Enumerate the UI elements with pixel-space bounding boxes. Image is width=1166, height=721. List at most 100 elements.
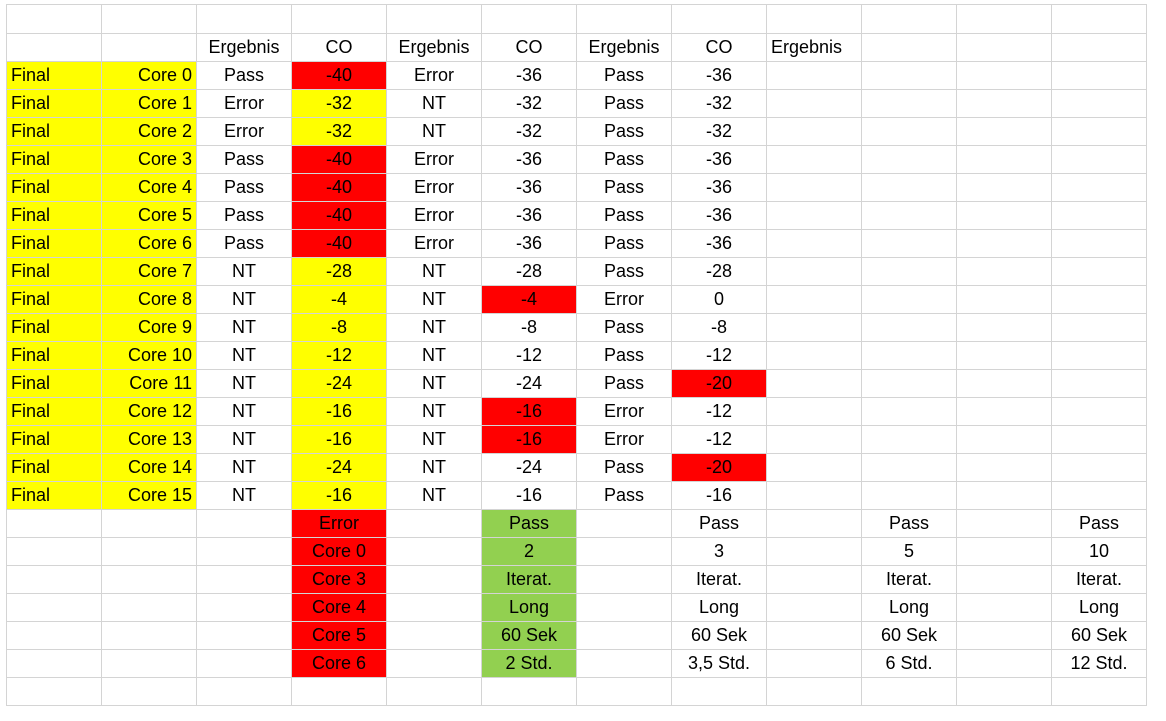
sheet-cell[interactable]: [101, 621, 197, 650]
sheet-cell[interactable]: [1051, 33, 1147, 62]
sheet-cell[interactable]: Core 9: [101, 313, 197, 342]
sheet-cell[interactable]: [766, 677, 862, 706]
sheet-cell[interactable]: [956, 89, 1052, 118]
sheet-cell[interactable]: -16: [481, 425, 577, 454]
sheet-cell[interactable]: -40: [291, 201, 387, 230]
sheet-cell[interactable]: Pass: [1051, 509, 1147, 538]
sheet-cell[interactable]: [766, 117, 862, 146]
sheet-cell[interactable]: -12: [671, 341, 767, 370]
sheet-cell[interactable]: [956, 453, 1052, 482]
sheet-cell[interactable]: Core 6: [101, 229, 197, 258]
sheet-cell[interactable]: NT: [196, 313, 292, 342]
sheet-cell[interactable]: [766, 173, 862, 202]
sheet-cell[interactable]: Final: [6, 173, 102, 202]
sheet-cell[interactable]: [6, 4, 102, 34]
sheet-cell[interactable]: [101, 537, 197, 566]
sheet-cell[interactable]: [861, 145, 957, 174]
sheet-cell[interactable]: -20: [671, 453, 767, 482]
sheet-cell[interactable]: [6, 593, 102, 622]
sheet-cell[interactable]: -16: [481, 481, 577, 510]
sheet-cell[interactable]: [766, 537, 862, 566]
sheet-cell[interactable]: [6, 33, 102, 62]
sheet-cell[interactable]: Error: [386, 145, 482, 174]
sheet-cell[interactable]: Final: [6, 453, 102, 482]
sheet-cell[interactable]: [671, 677, 767, 706]
sheet-cell[interactable]: [196, 621, 292, 650]
sheet-cell[interactable]: -4: [291, 285, 387, 314]
sheet-cell[interactable]: [956, 425, 1052, 454]
sheet-cell[interactable]: Pass: [576, 341, 672, 370]
sheet-cell[interactable]: [101, 33, 197, 62]
sheet-cell[interactable]: [861, 481, 957, 510]
sheet-cell[interactable]: Iterat.: [1051, 565, 1147, 594]
sheet-cell[interactable]: 3: [671, 537, 767, 566]
sheet-cell[interactable]: Core 15: [101, 481, 197, 510]
sheet-cell[interactable]: 60 Sek: [1051, 621, 1147, 650]
sheet-cell[interactable]: -20: [671, 369, 767, 398]
sheet-cell[interactable]: NT: [386, 341, 482, 370]
sheet-cell[interactable]: [196, 509, 292, 538]
sheet-cell[interactable]: 5: [861, 537, 957, 566]
sheet-cell[interactable]: Core 4: [101, 173, 197, 202]
sheet-cell[interactable]: [956, 117, 1052, 146]
sheet-cell[interactable]: [481, 677, 577, 706]
sheet-cell[interactable]: [956, 341, 1052, 370]
sheet-cell[interactable]: [576, 593, 672, 622]
sheet-cell[interactable]: Error: [386, 229, 482, 258]
sheet-cell[interactable]: [956, 649, 1052, 678]
sheet-cell[interactable]: Error: [291, 509, 387, 538]
sheet-cell[interactable]: Iterat.: [481, 565, 577, 594]
sheet-cell[interactable]: [6, 537, 102, 566]
sheet-cell[interactable]: NT: [196, 341, 292, 370]
sheet-cell[interactable]: Error: [576, 397, 672, 426]
sheet-cell[interactable]: -36: [481, 145, 577, 174]
sheet-cell[interactable]: [576, 537, 672, 566]
sheet-cell[interactable]: [766, 341, 862, 370]
sheet-cell[interactable]: [1051, 285, 1147, 314]
sheet-cell[interactable]: [576, 509, 672, 538]
sheet-cell[interactable]: Pass: [576, 481, 672, 510]
sheet-cell[interactable]: NT: [386, 397, 482, 426]
sheet-cell[interactable]: Long: [861, 593, 957, 622]
sheet-cell[interactable]: Pass: [576, 313, 672, 342]
sheet-cell[interactable]: 6 Std.: [861, 649, 957, 678]
sheet-cell[interactable]: Core 11: [101, 369, 197, 398]
sheet-cell[interactable]: NT: [386, 257, 482, 286]
sheet-cell[interactable]: Pass: [576, 257, 672, 286]
sheet-cell[interactable]: [861, 4, 957, 34]
sheet-cell[interactable]: Core 3: [101, 145, 197, 174]
sheet-cell[interactable]: Final: [6, 257, 102, 286]
sheet-cell[interactable]: [956, 145, 1052, 174]
sheet-cell[interactable]: Final: [6, 285, 102, 314]
sheet-cell[interactable]: [766, 201, 862, 230]
sheet-cell[interactable]: Iterat.: [861, 565, 957, 594]
sheet-cell[interactable]: [1051, 453, 1147, 482]
sheet-cell[interactable]: Pass: [576, 89, 672, 118]
sheet-cell[interactable]: 2: [481, 537, 577, 566]
sheet-cell[interactable]: Pass: [481, 509, 577, 538]
sheet-cell[interactable]: NT: [196, 481, 292, 510]
sheet-cell[interactable]: -32: [671, 117, 767, 146]
sheet-cell[interactable]: -40: [291, 229, 387, 258]
sheet-cell[interactable]: [956, 4, 1052, 34]
sheet-cell[interactable]: Final: [6, 313, 102, 342]
sheet-cell[interactable]: NT: [386, 89, 482, 118]
sheet-cell[interactable]: 2 Std.: [481, 649, 577, 678]
sheet-cell[interactable]: NT: [386, 313, 482, 342]
sheet-cell[interactable]: -32: [481, 117, 577, 146]
sheet-cell[interactable]: [766, 593, 862, 622]
sheet-cell[interactable]: -40: [291, 173, 387, 202]
sheet-cell[interactable]: [1051, 4, 1147, 34]
sheet-cell[interactable]: Pass: [576, 117, 672, 146]
sheet-cell[interactable]: [1051, 89, 1147, 118]
sheet-cell[interactable]: [6, 565, 102, 594]
sheet-cell[interactable]: [956, 201, 1052, 230]
sheet-cell[interactable]: [861, 313, 957, 342]
sheet-cell[interactable]: [196, 649, 292, 678]
sheet-cell[interactable]: [956, 593, 1052, 622]
sheet-cell[interactable]: Ergebnis: [386, 33, 482, 62]
sheet-cell[interactable]: -28: [671, 257, 767, 286]
sheet-cell[interactable]: [101, 677, 197, 706]
sheet-cell[interactable]: [956, 61, 1052, 90]
sheet-cell[interactable]: [386, 677, 482, 706]
